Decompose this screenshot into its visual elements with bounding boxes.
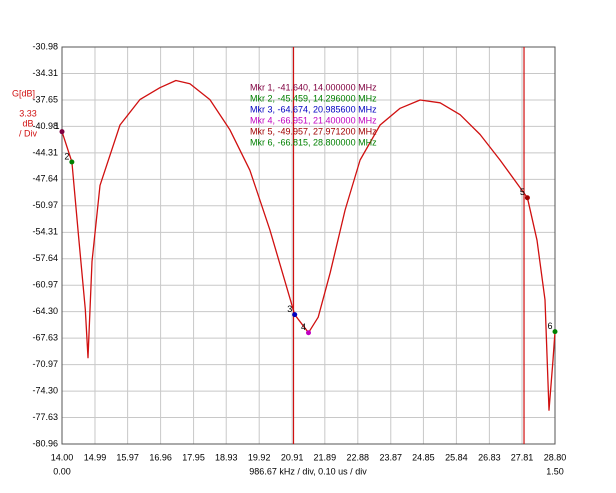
x-tick-label: 22.88 bbox=[347, 452, 370, 462]
marker-readout: Mkr 3, -64.674, 20.985600 MHz bbox=[250, 104, 377, 114]
x-tick-label: 26.83 bbox=[478, 452, 501, 462]
marker-point bbox=[524, 195, 530, 201]
x-tick-label: 20.91 bbox=[281, 452, 304, 462]
y-tick-label: -40.98 bbox=[32, 121, 58, 131]
y-tick-label: -30.98 bbox=[32, 41, 58, 51]
y-scale-label: 3.33 bbox=[19, 108, 37, 118]
marker-point bbox=[292, 312, 298, 318]
x-tick-label: 17.95 bbox=[182, 452, 205, 462]
marker-number: 5 bbox=[520, 187, 525, 197]
x-tick-label: 21.89 bbox=[314, 452, 337, 462]
x-tick-label: 14.00 bbox=[51, 452, 74, 462]
marker-point bbox=[59, 129, 65, 135]
x-tick-label: 28.80 bbox=[544, 452, 567, 462]
y-tick-label: -50.97 bbox=[32, 200, 58, 210]
y-tick-label: -34.31 bbox=[32, 68, 58, 78]
marker-point bbox=[552, 329, 558, 335]
y-tick-label: -74.30 bbox=[32, 385, 58, 395]
x-tick-label: 25.84 bbox=[445, 452, 468, 462]
y-tick-label: -37.65 bbox=[32, 94, 58, 104]
y-scale-label: dB bbox=[22, 118, 33, 128]
x-tick-label: 19.92 bbox=[248, 452, 271, 462]
x-tick-label: 23.87 bbox=[380, 452, 403, 462]
marker-number: 1 bbox=[54, 121, 59, 131]
y-tick-label: -47.64 bbox=[32, 174, 58, 184]
y-tick-label: -67.63 bbox=[32, 332, 58, 342]
y-tick-label: -57.64 bbox=[32, 253, 58, 263]
marker-point bbox=[306, 330, 311, 336]
marker-readout: Mkr 4, -66.951, 21.400000 MHz bbox=[250, 115, 377, 125]
y-tick-label: -70.97 bbox=[32, 359, 58, 369]
marker-readout: Mkr 5, -49.957, 27.971200 MHz bbox=[250, 126, 377, 136]
y-tick-label: -60.97 bbox=[32, 280, 58, 290]
y-tick-label: -54.31 bbox=[32, 227, 58, 237]
y-tick-label: -44.31 bbox=[32, 147, 58, 157]
time-start: 0.00 bbox=[53, 466, 71, 476]
marker-readout: Mkr 6, -66.815, 28.800000 MHz bbox=[250, 137, 377, 147]
time-end: 1.50 bbox=[546, 466, 564, 476]
y-axis-label: G[dB] bbox=[12, 88, 35, 98]
x-axis-label: 986.67 kHz / div, 0.10 us / div bbox=[249, 466, 367, 476]
x-tick-label: 18.93 bbox=[215, 452, 238, 462]
x-tick-label: 27.81 bbox=[511, 452, 534, 462]
marker-readout: Mkr 1, -41.640, 14.000000 MHz bbox=[250, 82, 377, 92]
marker-number: 6 bbox=[547, 321, 552, 331]
marker-point bbox=[69, 159, 75, 165]
x-tick-label: 16.96 bbox=[149, 452, 172, 462]
y-scale-label: / Div bbox=[19, 128, 38, 138]
y-tick-label: -80.96 bbox=[32, 438, 58, 448]
x-tick-label: 24.85 bbox=[412, 452, 435, 462]
marker-number: 4 bbox=[301, 322, 306, 332]
x-tick-label: 14.99 bbox=[84, 452, 107, 462]
marker-number: 3 bbox=[287, 304, 292, 314]
marker-readout: Mkr 2, -45.459, 14.296000 MHz bbox=[250, 93, 377, 103]
y-tick-label: -64.30 bbox=[32, 306, 58, 316]
x-tick-label: 15.97 bbox=[116, 452, 139, 462]
marker-number: 2 bbox=[64, 151, 69, 161]
y-tick-label: -77.63 bbox=[32, 412, 58, 422]
plot-frame bbox=[61, 46, 556, 445]
